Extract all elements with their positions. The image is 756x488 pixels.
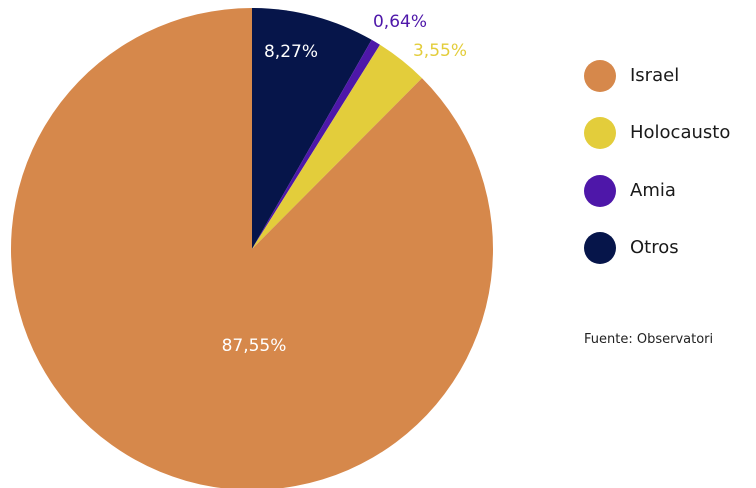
pie-slice-amia xyxy=(252,39,380,249)
legend-swatch-amia xyxy=(584,175,616,207)
legend-label-holocausto: Holocausto xyxy=(630,122,731,143)
legend-swatch-holocausto xyxy=(584,117,616,149)
slice-label-holocausto: 3,55% xyxy=(413,41,467,61)
slice-label-israel: 87,55% xyxy=(222,336,287,356)
pie-slices xyxy=(11,8,493,488)
pie-slice-israel xyxy=(11,8,493,488)
slice-label-amia: 0,64% xyxy=(373,12,427,32)
legend-item-amia: Amia xyxy=(584,175,756,209)
legend-item-israel: Israel xyxy=(584,60,756,94)
legend-label-israel: Israel xyxy=(630,65,680,86)
legend-swatch-otros xyxy=(584,232,616,264)
legend-item-otros: Otros xyxy=(584,232,756,266)
source-note: Fuente: Observatori xyxy=(584,332,714,347)
slice-label-otros: 8,27% xyxy=(264,42,318,62)
pie-slice-holocausto xyxy=(252,44,422,249)
legend-label-amia: Amia xyxy=(630,180,676,201)
legend-swatch-israel xyxy=(584,60,616,92)
legend-label-otros: Otros xyxy=(630,237,679,258)
pie-slice-otros xyxy=(252,8,372,249)
legend-item-holocausto: Holocausto xyxy=(584,117,756,151)
pie-slice-labels: 8,27% 0,64% 3,55% 87,55% xyxy=(222,12,467,356)
